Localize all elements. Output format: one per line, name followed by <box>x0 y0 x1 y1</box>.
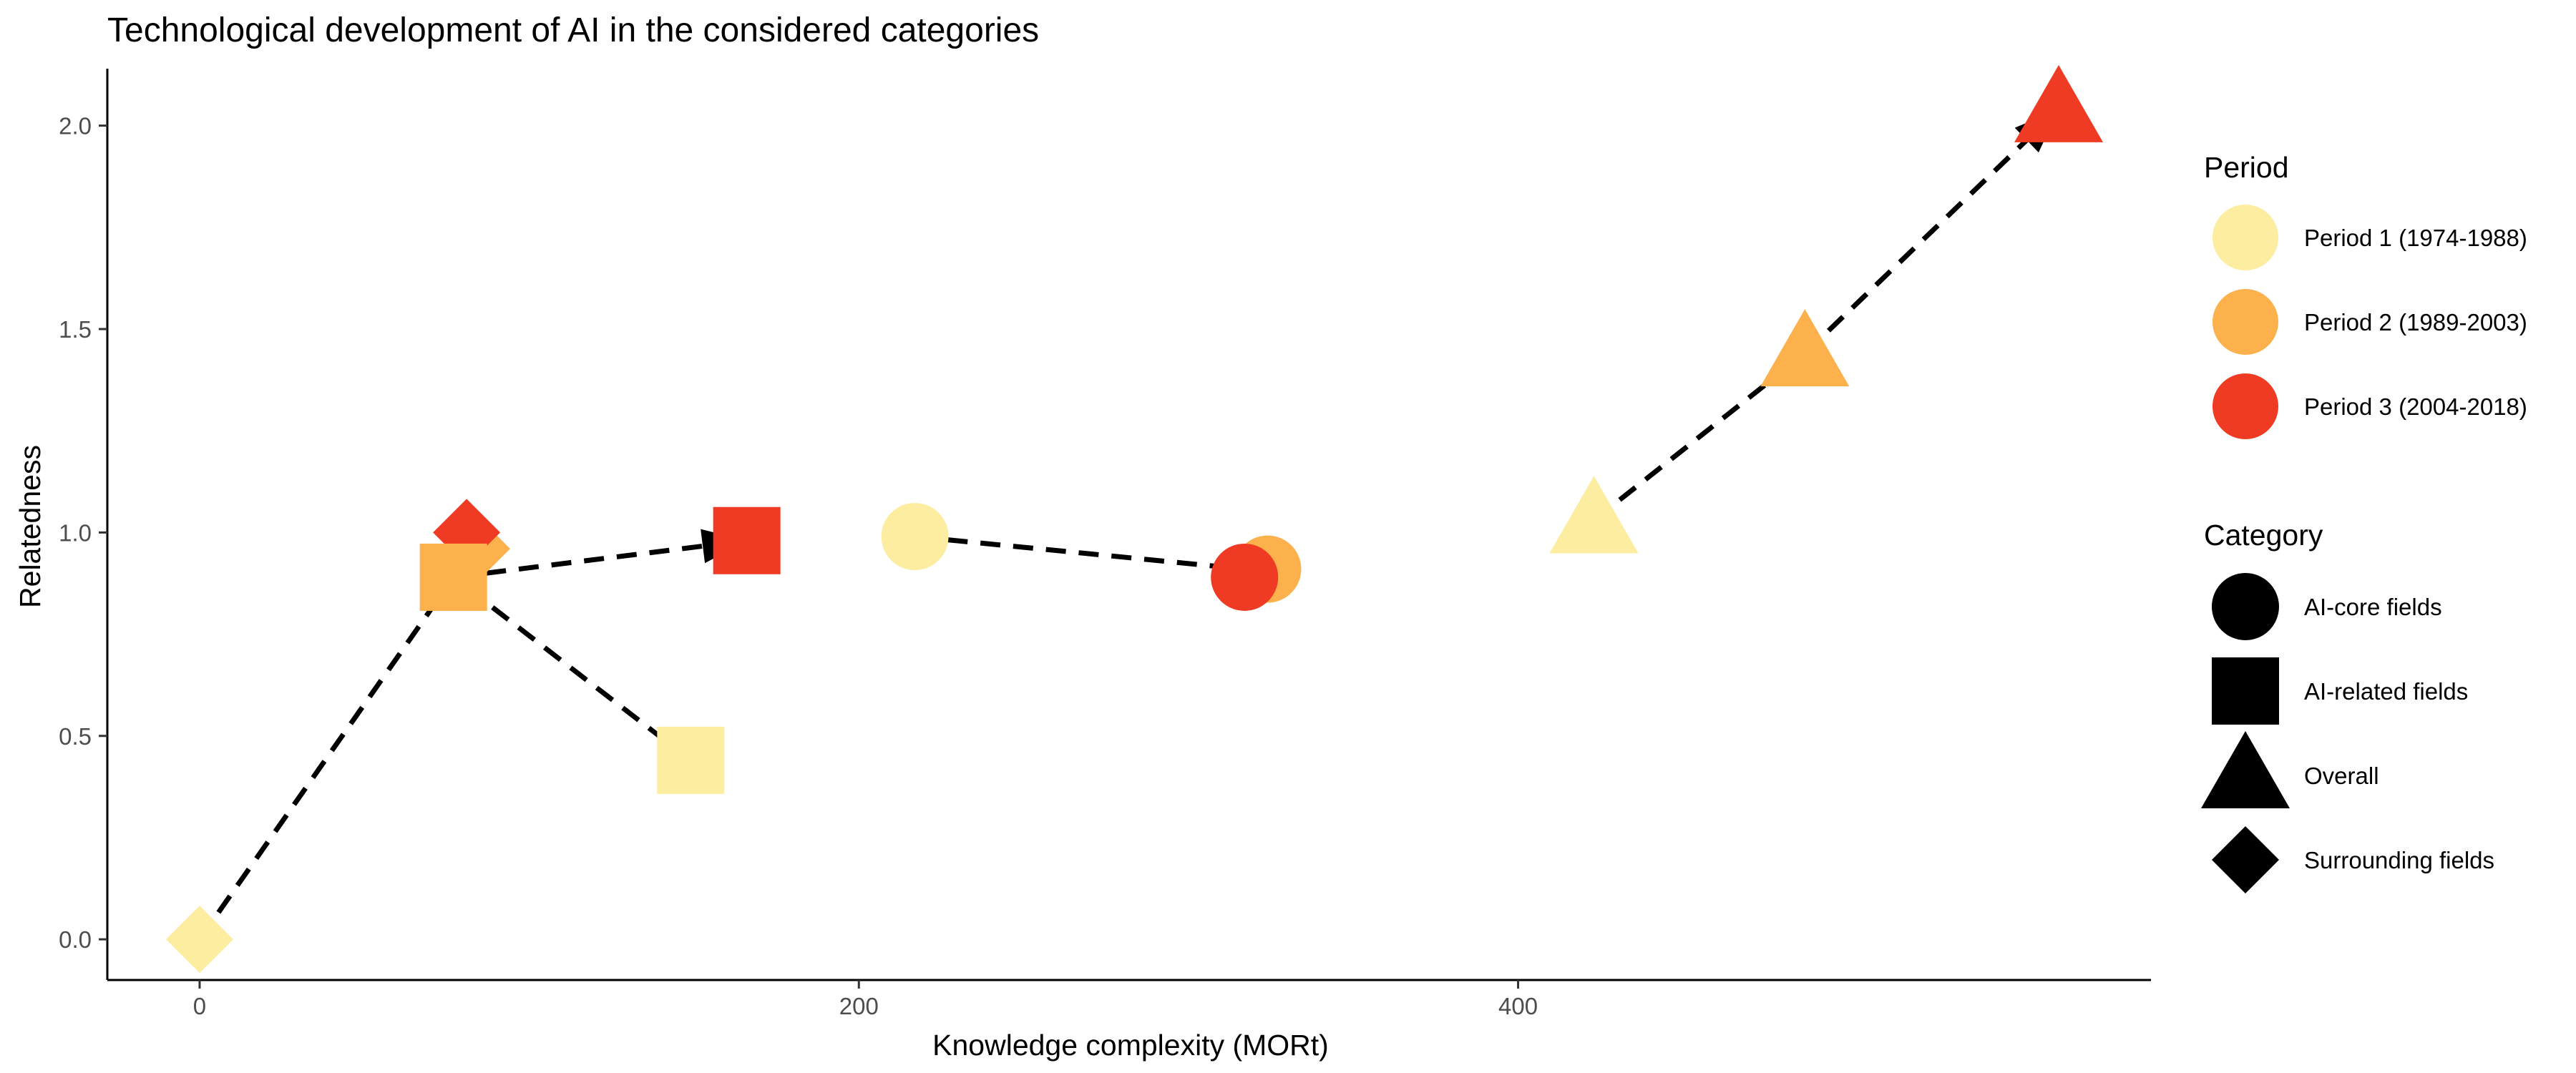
trajectory-segment <box>452 575 693 763</box>
data-point <box>1760 309 1850 387</box>
y-tick-label: 1.5 <box>59 316 92 343</box>
data-point <box>881 503 949 571</box>
legend-period-key <box>2212 373 2278 439</box>
data-points <box>165 64 2104 974</box>
trajectory-segment <box>1592 351 1807 523</box>
x-tick-label: 0 <box>193 993 206 1019</box>
data-point <box>419 543 487 611</box>
x-tick-label: 400 <box>1498 993 1538 1019</box>
legend-period-title: Period <box>2204 151 2289 184</box>
legend-category-key <box>2201 731 2290 808</box>
data-point <box>1549 476 1639 554</box>
legend-period-label: Period 1 (1974-1988) <box>2304 225 2527 251</box>
y-axis-title: Relatedness <box>14 445 47 608</box>
legend-period-label: Period 2 (1989-2003) <box>2304 309 2527 335</box>
legend-period-label: Period 3 (2004-2018) <box>2304 393 2527 420</box>
legend-category-label: Surrounding fields <box>2304 847 2494 873</box>
y-tick-label: 1.0 <box>59 519 92 546</box>
plot-area <box>165 64 2104 974</box>
legend-category-key <box>2212 573 2279 640</box>
data-point <box>165 906 233 974</box>
legend-category-label: Overall <box>2304 763 2379 789</box>
legend-period-items: Period 1 (1974-1988) Period 2 (1989-2003)… <box>2212 205 2527 439</box>
legend: Period Category Period 1 (1974-1988)Peri… <box>2201 151 2527 893</box>
trajectory-segment <box>453 538 748 580</box>
trajectory-segment <box>1802 107 2061 356</box>
x-axis-title: Knowledge complexity (MORt) <box>932 1029 1329 1062</box>
axes: 0 200 400 0.0 0.5 1.0 1.5 2.0 <box>59 69 2151 1019</box>
data-point <box>2014 64 2104 142</box>
trajectory-arrows <box>197 107 2061 941</box>
legend-category-key <box>2212 826 2279 893</box>
legend-category-title: Category <box>2204 519 2323 552</box>
trajectory-segment <box>197 575 456 941</box>
data-point <box>657 726 725 794</box>
trajectory-segment <box>914 534 1245 572</box>
y-tick-label: 2.0 <box>59 113 92 139</box>
legend-period-key <box>2212 205 2278 270</box>
legend-period-key <box>2212 289 2278 355</box>
legend-category-key <box>2212 657 2279 725</box>
legend-category-label: AI-core fields <box>2304 594 2442 620</box>
chart-title: Technological development of AI in the c… <box>107 11 1039 49</box>
y-tick-label: 0.5 <box>59 723 92 750</box>
legend-category-label: AI-related fields <box>2304 678 2468 705</box>
data-point <box>713 506 781 574</box>
y-tick-label: 0.0 <box>59 926 92 953</box>
legend-category-items: AI-core fields AI-related fields Overall Su… <box>2201 573 2494 893</box>
x-tick-label: 200 <box>839 993 879 1019</box>
data-point <box>1211 543 1279 611</box>
